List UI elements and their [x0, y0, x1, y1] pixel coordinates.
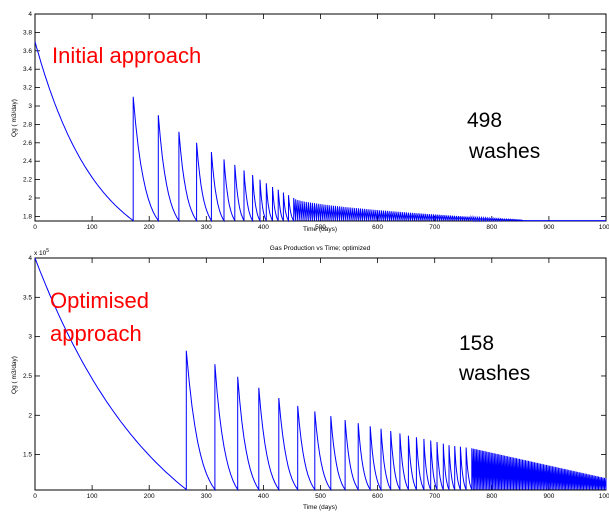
y-scale-factor: x 105	[34, 248, 49, 257]
plot-area-top	[34, 13, 607, 222]
y-tick-label: 2.2	[23, 177, 32, 184]
y-tick-label: 4	[28, 11, 32, 18]
x-tick-label: 300	[201, 224, 212, 231]
y-tick-label: 4	[28, 255, 32, 262]
x-tick-label: 400	[258, 493, 269, 500]
annotation-count-bottom: 158	[459, 332, 494, 355]
x-tick-label: 300	[201, 493, 212, 500]
x-tick-label: 1000	[599, 224, 609, 231]
x-tick-label: 1000	[599, 493, 609, 500]
annotation-optimised-line2: approach	[50, 321, 142, 346]
y-tick-label: 3.4	[23, 66, 32, 73]
plot-area-bottom	[34, 257, 607, 491]
y-tick-labels-bottom: 1.5 2 2.5 3 3.5 4	[23, 255, 32, 459]
y-scale-base: x 10	[34, 250, 47, 257]
chart-initial: 0 100 200 300 400 500 600 700 800 900 1000 1.8 2 2.2…	[11, 11, 609, 233]
x-tick-labels-bottom: 0 100 200 300 400 500 600 700 800 900 1000	[33, 493, 609, 500]
y-tick-label: 3.5	[23, 294, 32, 301]
annotation-initial-approach: Initial approach	[52, 43, 201, 68]
x-tick-labels-top: 0 100 200 300 400 500 600 700 800 900 1000	[33, 224, 609, 231]
y-tick-label: 2.6	[23, 140, 32, 147]
series-line-bottom	[34, 257, 607, 492]
tick-marks-bottom	[34, 257, 607, 490]
x-tick-label: 100	[87, 224, 98, 231]
y-tick-label: 3	[28, 103, 32, 110]
x-tick-label: 600	[372, 224, 383, 231]
annotation-count-top: 498	[467, 109, 502, 132]
x-tick-label: 0	[33, 224, 37, 231]
y-tick-label: 1.8	[23, 213, 32, 220]
x-tick-label: 700	[429, 493, 440, 500]
x-tick-label: 400	[258, 224, 269, 231]
x-tick-label: 800	[486, 224, 497, 231]
series-line-top	[34, 41, 606, 223]
annotation-unit-top: washes	[468, 140, 540, 163]
x-tick-label: 700	[429, 224, 440, 231]
y-tick-label: 2.8	[23, 121, 32, 128]
x-tick-label: 500	[315, 224, 326, 231]
x-axis-label-bottom: Time (days)	[303, 504, 337, 511]
x-tick-label: 900	[543, 224, 554, 231]
y-tick-label: 1.5	[23, 452, 32, 459]
x-tick-label: 600	[372, 493, 383, 500]
y-axis-label-top: Qg ( m3/day)	[11, 99, 18, 137]
annotation-unit-bottom: washes	[458, 362, 530, 385]
x-tick-label: 900	[543, 493, 554, 500]
x-tick-label: 200	[144, 493, 155, 500]
y-tick-label: 2	[28, 412, 32, 419]
y-tick-label: 3	[28, 334, 32, 341]
y-tick-label: 2.4	[23, 158, 32, 165]
y-tick-label: 3.2	[23, 85, 32, 92]
x-tick-label: 800	[486, 493, 497, 500]
x-tick-label: 100	[87, 493, 98, 500]
y-tick-label: 3.8	[23, 29, 32, 36]
y-scale-exponent: 5	[46, 248, 49, 254]
y-axis-label-bottom: Qg ( m3/day)	[11, 356, 18, 394]
x-axis-label-top: Time (days)	[303, 226, 337, 233]
y-tick-label: 2.5	[23, 373, 32, 380]
y-tick-label: 3.6	[23, 48, 32, 55]
x-tick-label: 200	[144, 224, 155, 231]
chart-optimised: Gas Production vs Time; optimized 0 100 20…	[11, 245, 609, 511]
y-tick-label: 2	[28, 195, 32, 202]
annotation-optimised-line1: Optimised	[50, 288, 149, 313]
x-tick-label: 500	[315, 493, 326, 500]
chart-title-bottom: Gas Production vs Time; optimized	[270, 245, 371, 252]
x-tick-label: 0	[33, 493, 37, 500]
y-tick-labels-top: 1.8 2 2.2 2.4 2.6 2.8 3 3.2 3.4 3.6 3.8 4	[23, 11, 32, 220]
